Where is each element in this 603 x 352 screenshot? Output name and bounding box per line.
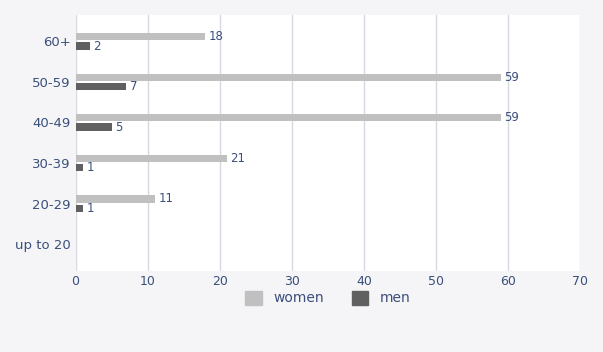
Bar	[75, 74, 500, 81]
Text: 11: 11	[159, 193, 174, 206]
Legend: women, men: women, men	[241, 287, 414, 309]
Bar	[75, 83, 126, 90]
Bar	[75, 155, 227, 162]
Text: 59: 59	[504, 111, 519, 124]
Bar	[75, 33, 205, 40]
Text: 5: 5	[115, 121, 122, 134]
Bar	[75, 205, 83, 212]
Bar	[75, 195, 155, 203]
Text: 7: 7	[130, 80, 137, 93]
Text: 2: 2	[93, 39, 101, 52]
Text: 59: 59	[504, 71, 519, 84]
Text: 21: 21	[230, 152, 245, 165]
Bar	[75, 164, 83, 171]
Bar	[75, 124, 112, 131]
Bar	[75, 114, 500, 121]
Text: 18: 18	[209, 30, 224, 43]
Text: 1: 1	[86, 202, 94, 215]
Text: 1: 1	[86, 161, 94, 174]
Bar	[75, 42, 90, 50]
